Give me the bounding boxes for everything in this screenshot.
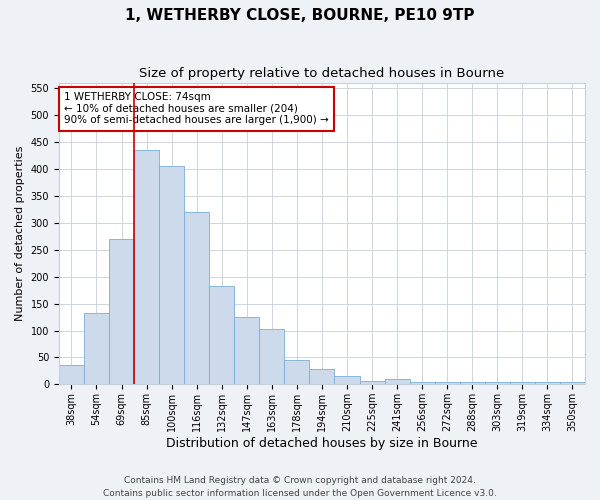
Bar — [359, 380, 385, 384]
Bar — [510, 382, 535, 384]
Y-axis label: Number of detached properties: Number of detached properties — [15, 146, 25, 322]
Bar — [184, 212, 209, 384]
Bar — [310, 369, 334, 384]
X-axis label: Distribution of detached houses by size in Bourne: Distribution of detached houses by size … — [166, 437, 478, 450]
Bar — [284, 360, 310, 384]
Bar — [560, 382, 585, 384]
Bar — [209, 286, 234, 384]
Bar — [334, 376, 359, 384]
Bar — [259, 329, 284, 384]
Bar — [460, 382, 485, 384]
Bar — [159, 166, 184, 384]
Title: Size of property relative to detached houses in Bourne: Size of property relative to detached ho… — [139, 68, 505, 80]
Text: Contains HM Land Registry data © Crown copyright and database right 2024.
Contai: Contains HM Land Registry data © Crown c… — [103, 476, 497, 498]
Text: 1, WETHERBY CLOSE, BOURNE, PE10 9TP: 1, WETHERBY CLOSE, BOURNE, PE10 9TP — [125, 8, 475, 22]
Bar — [59, 366, 84, 384]
Text: 1 WETHERBY CLOSE: 74sqm
← 10% of detached houses are smaller (204)
90% of semi-d: 1 WETHERBY CLOSE: 74sqm ← 10% of detache… — [64, 92, 329, 126]
Bar — [134, 150, 159, 384]
Bar — [84, 313, 109, 384]
Bar — [535, 382, 560, 384]
Bar — [109, 239, 134, 384]
Bar — [410, 382, 434, 384]
Bar — [434, 382, 460, 384]
Bar — [385, 380, 410, 384]
Bar — [485, 382, 510, 384]
Bar — [234, 317, 259, 384]
